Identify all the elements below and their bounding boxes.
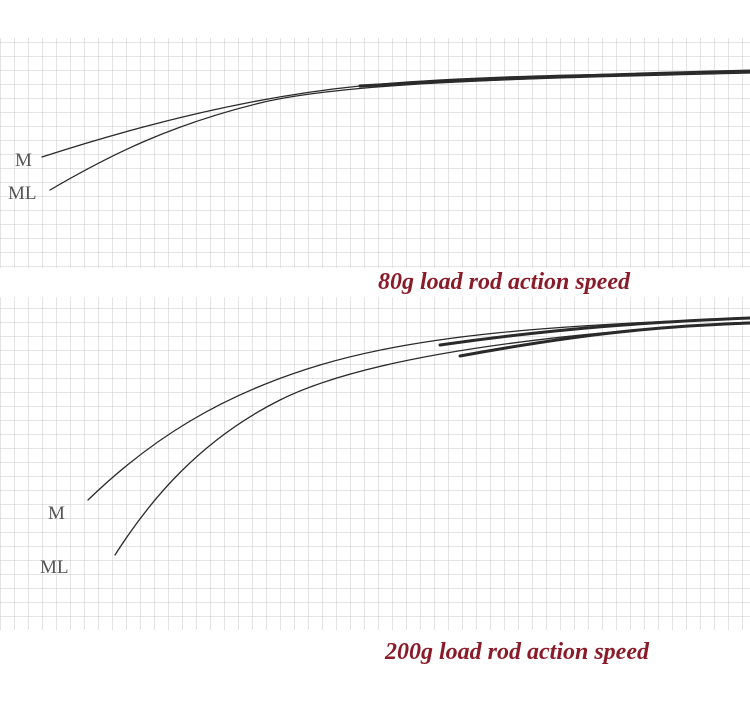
panel-200g: M ML 200g load rod action speed [0,297,750,665]
rod-curve-ml [114,321,750,556]
rod-butt [438,316,750,347]
grid [0,38,750,268]
rod-curve-m [87,317,750,501]
rod-butt [358,69,750,88]
rod-butt [458,321,750,358]
caption: 80g load rod action speed [378,269,631,295]
rod-label: M [48,503,65,524]
grid [0,297,750,630]
rod-label: M [15,150,32,171]
rod-label: ML [8,183,37,204]
panel-80g: M ML 80g load rod action speed [0,38,750,295]
caption: 200g load rod action speed [384,639,650,665]
rod-label: ML [40,557,69,578]
